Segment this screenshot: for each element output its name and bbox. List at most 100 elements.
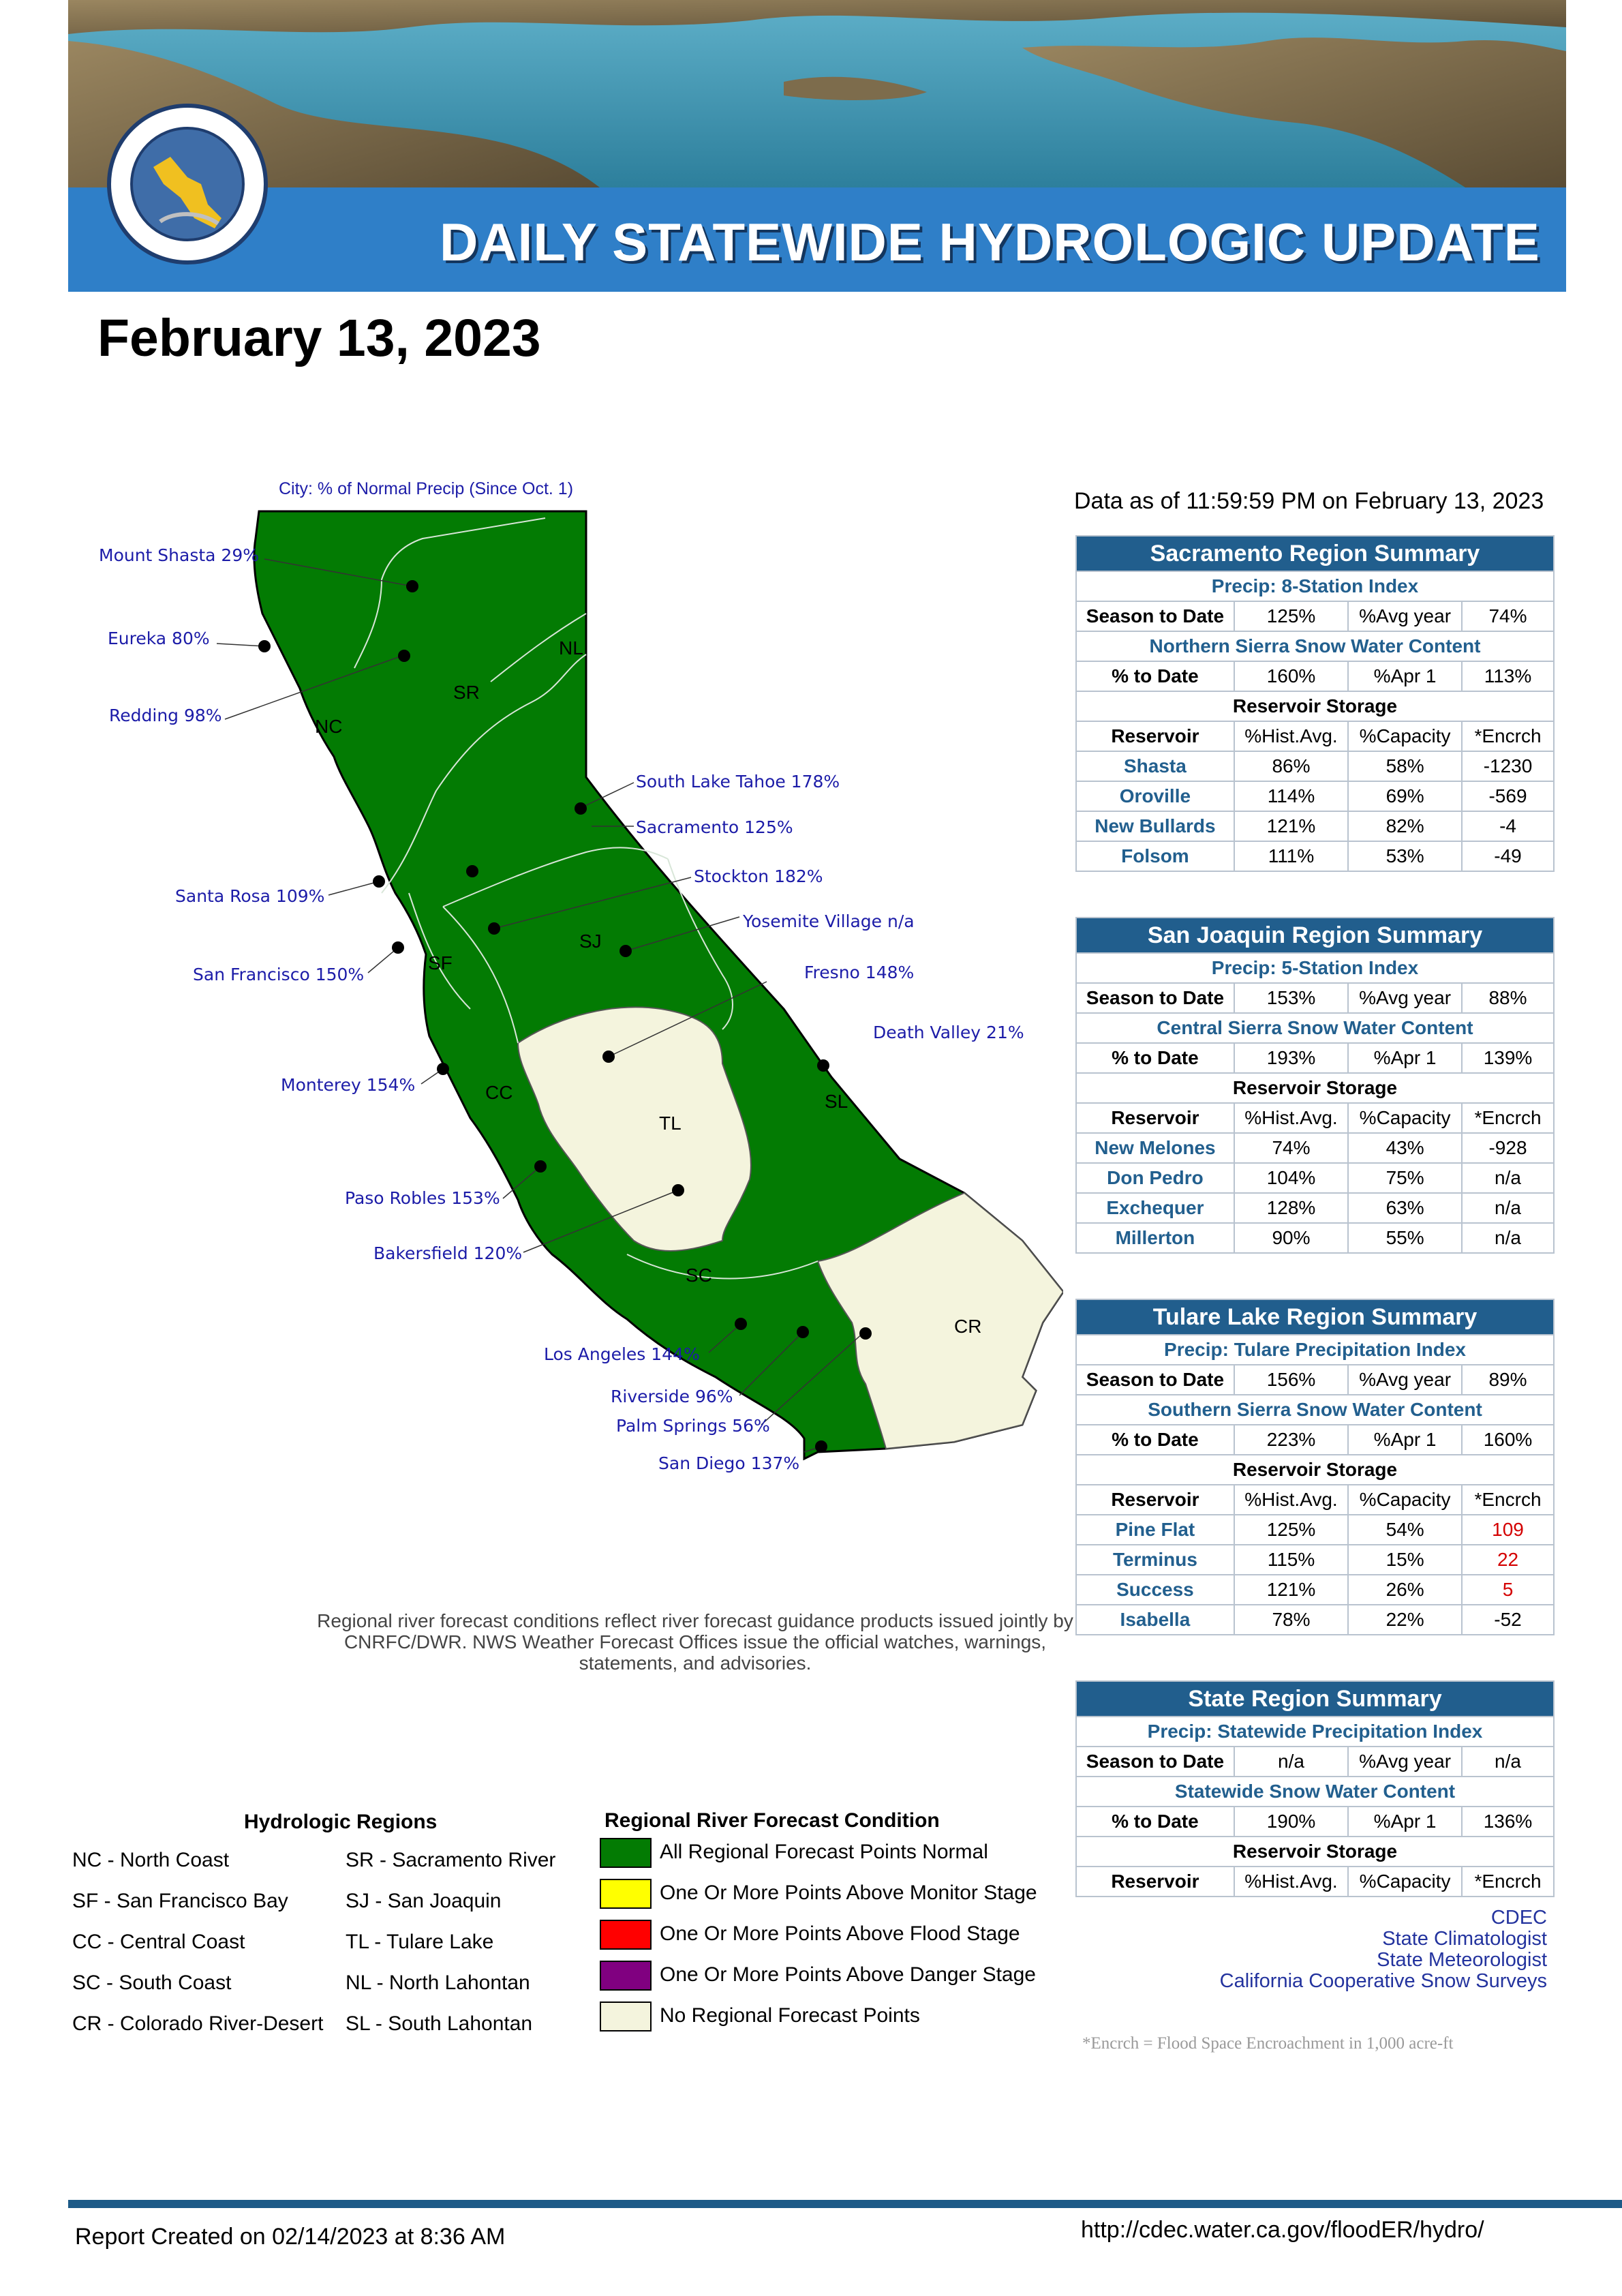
forecast-legend-swatch [600, 1838, 652, 1868]
forecast-legend-title: Regional River Forecast Condition [605, 1809, 940, 1832]
city-label: Redding 98% [109, 706, 222, 725]
reservoir-name[interactable]: Pine Flat [1075, 1514, 1235, 1545]
reservoir-name[interactable]: Success [1075, 1574, 1235, 1605]
map-caption: City: % of Normal Precip (Since Oct. 1) [279, 479, 573, 498]
swc-title: Northern Sierra Snow Water Content [1075, 631, 1555, 662]
reservoir-hist-avg: 115% [1233, 1544, 1349, 1575]
reservoir-hist-avg: 74% [1233, 1132, 1349, 1164]
reservoir-hist-avg: 111% [1233, 841, 1349, 872]
reservoir-encroachment: 22 [1461, 1544, 1555, 1575]
reservoir-row: Exchequer 128% 63% n/a [1075, 1192, 1555, 1224]
forecast-legend-label: One Or More Points Above Flood Stage [660, 1922, 1020, 1945]
hydro-legend-item: SL - South Lahontan [346, 2012, 533, 2035]
precip-index-title: Precip: 5-Station Index [1075, 952, 1555, 984]
hydro-legend-item: SJ - San Joaquin [346, 1890, 502, 1912]
reservoir-hist-avg: 121% [1233, 1574, 1349, 1605]
city-label: Bakersfield 120% [373, 1243, 522, 1263]
reservoir-name[interactable]: Millerton [1075, 1222, 1235, 1254]
forecast-legend-label: One Or More Points Above Danger Stage [660, 1963, 1036, 1986]
region-label: SL [825, 1091, 848, 1112]
reservoir-name[interactable]: Folsom [1075, 841, 1235, 872]
california-map: City: % of Normal Precip (Since Oct. 1) … [99, 479, 1063, 1473]
storage-title: Reservoir Storage [1075, 1836, 1555, 1867]
reservoir-hist-avg: 121% [1233, 811, 1349, 842]
region-summary-table: Sacramento Region Summary Precip: 8-Stati… [1075, 535, 1555, 872]
city-label: Los Angeles 144% [544, 1344, 700, 1364]
reservoir-encroachment: 5 [1461, 1574, 1555, 1605]
reservoir-name[interactable]: New Melones [1075, 1132, 1235, 1164]
avg-year-value: 89% [1461, 1364, 1555, 1395]
swc-to-date-value: 190% [1233, 1806, 1349, 1837]
reservoir-capacity: 55% [1347, 1222, 1463, 1254]
season-label: Season to Date [1075, 601, 1235, 632]
hydro-legend-item: SR - Sacramento River [346, 1849, 556, 1871]
season-value: 156% [1233, 1364, 1349, 1395]
reservoir-encroachment: -928 [1461, 1132, 1555, 1164]
reservoir-name[interactable]: Terminus [1075, 1544, 1235, 1575]
region-label: SR [453, 682, 480, 703]
reservoir-encroachment: -569 [1461, 781, 1555, 812]
col-header: Reservoir [1075, 1866, 1235, 1897]
region-label: TL [659, 1113, 682, 1134]
reservoir-capacity: 69% [1347, 781, 1463, 812]
avg-year-label: %Avg year [1347, 601, 1463, 632]
col-header: %Hist.Avg. [1233, 1484, 1349, 1515]
banner-photo [68, 0, 1566, 292]
reservoir-name[interactable]: Oroville [1075, 781, 1235, 812]
city-label: Stockton 182% [694, 866, 823, 886]
season-value: n/a [1233, 1746, 1349, 1777]
swc-title: Central Sierra Snow Water Content [1075, 1012, 1555, 1044]
city-markers [258, 580, 872, 1453]
season-value: 125% [1233, 601, 1349, 632]
city-label: Sacramento 125% [636, 817, 793, 837]
forecast-legend-label: No Regional Forecast Points [660, 2004, 920, 2027]
hydro-legend-item: CR - Colorado River-Desert [72, 2012, 324, 2035]
col-header: Reservoir [1075, 721, 1235, 752]
reservoir-name[interactable]: Shasta [1075, 751, 1235, 782]
reservoir-name[interactable]: Don Pedro [1075, 1162, 1235, 1194]
reservoir-name[interactable]: New Bullards [1075, 811, 1235, 842]
region-label: CC [485, 1082, 512, 1103]
reservoir-name[interactable]: Isabella [1075, 1604, 1235, 1635]
season-value: 153% [1233, 982, 1349, 1014]
reservoir-encroachment: 109 [1461, 1514, 1555, 1545]
forecast-legend-label: All Regional Forecast Points Normal [660, 1841, 988, 1863]
forecast-legend-swatch [600, 1961, 652, 1991]
col-header: %Hist.Avg. [1233, 721, 1349, 752]
region-label: CR [954, 1316, 981, 1337]
hydro-legend-item: TL - Tulare Lake [346, 1931, 494, 1953]
reservoir-encroachment: -4 [1461, 811, 1555, 842]
region-summary-table: San Joaquin Region Summary Precip: 5-Stat… [1075, 917, 1555, 1254]
col-header: %Capacity [1347, 1484, 1463, 1515]
reservoir-hist-avg: 90% [1233, 1222, 1349, 1254]
col-header: *Encrch [1461, 721, 1555, 752]
reservoir-name[interactable]: Exchequer [1075, 1192, 1235, 1224]
swc-to-date-label: % to Date [1075, 1424, 1235, 1455]
report-created: Report Created on 02/14/2023 at 8:36 AM [75, 2224, 506, 2250]
reservoir-encroachment: n/a [1461, 1192, 1555, 1224]
reservoir-row: Pine Flat 125% 54% 109 [1075, 1514, 1555, 1545]
banner-title: DAILY STATEWIDE HYDROLOGIC UPDATE [440, 212, 1540, 272]
col-header: %Capacity [1347, 1866, 1463, 1897]
city-label: Yosemite Village n/a [742, 911, 915, 931]
reservoir-row: Don Pedro 104% 75% n/a [1075, 1162, 1555, 1194]
city-label: Santa Rosa 109% [175, 886, 324, 906]
reservoir-encroachment: -49 [1461, 841, 1555, 872]
reservoir-row: New Bullards 121% 82% -4 [1075, 811, 1555, 842]
region-tl-area [517, 1006, 752, 1252]
city-label: South Lake Tahoe 178% [636, 772, 840, 791]
city-label: Monterey 154% [281, 1075, 415, 1095]
reservoir-capacity: 43% [1347, 1132, 1463, 1164]
reservoir-hist-avg: 114% [1233, 781, 1349, 812]
apr1-label: %Apr 1 [1347, 1424, 1463, 1455]
encroachment-footnote: *Encrch = Flood Space Encroachment in 1,… [1082, 2034, 1454, 2053]
city-leader-lines [216, 558, 865, 1453]
col-header: Reservoir [1075, 1484, 1235, 1515]
forecast-disclaimer: Regional river forecast conditions refle… [317, 1610, 1073, 1674]
hydro-legend-item: SC - South Coast [72, 1972, 232, 1994]
apr1-value: 113% [1461, 661, 1555, 692]
reservoir-row: Folsom 111% 53% -49 [1075, 841, 1555, 872]
reservoir-capacity: 15% [1347, 1544, 1463, 1575]
report-url-link[interactable]: http://cdec.water.ca.gov/floodER/hydro/ [1081, 2217, 1484, 2243]
agency-credits: CDEC State Climatologist State Meteorolo… [1090, 1907, 1547, 1992]
